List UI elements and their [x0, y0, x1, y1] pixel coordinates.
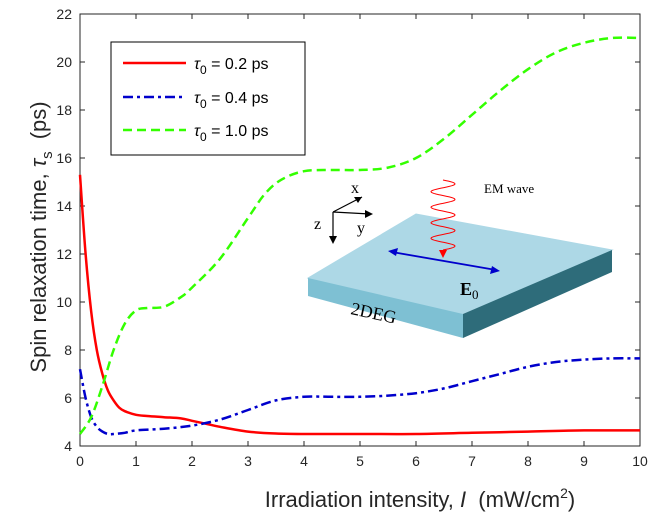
legend-label-3: τ0 = 1.0 ps [194, 123, 269, 144]
y-arrowhead-icon [365, 210, 373, 218]
x-arrowhead-icon [354, 197, 362, 203]
x-tick-label: 1 [132, 453, 140, 469]
y-tick-label: 18 [56, 102, 72, 118]
slab-side-face [463, 250, 612, 338]
y-tick-label: 12 [56, 246, 72, 262]
x-tick-label: 10 [632, 453, 648, 469]
slab-front-face [308, 278, 463, 338]
field-arrow [391, 251, 497, 271]
x-tick-label: 5 [356, 453, 364, 469]
y-tick-label: 8 [64, 342, 72, 358]
x-tick-label: 7 [468, 453, 476, 469]
wave-label: EM wave [484, 181, 534, 196]
series-line-1 [78, 174, 641, 436]
legend-label-1: τ0 = 0.2 ps [194, 56, 269, 77]
x-tick-label: 0 [76, 453, 84, 469]
x-tick-label: 6 [412, 453, 420, 469]
legend-label-2: τ0 = 0.4 ps [194, 90, 269, 111]
field-arrowhead-right-icon [490, 266, 500, 274]
x-tick-label: 8 [524, 453, 532, 469]
y-tick-label: 10 [56, 294, 72, 310]
series-layer [78, 36, 641, 436]
wave-arrowhead-icon [439, 250, 447, 258]
legend-item-2: τ0 = 0.4 ps [123, 90, 269, 111]
axis-x-label: x [351, 180, 359, 197]
x-tick-label: 4 [300, 453, 308, 469]
em-wave [430, 179, 456, 251]
z-arrowhead-icon [329, 236, 337, 244]
y-tick-label: 22 [56, 6, 72, 22]
legend-box [110, 41, 306, 156]
axis-y-label: y [357, 220, 365, 237]
field-label: E0 [460, 279, 479, 302]
inset-schematic: 2DEG x y z EM wave E0 [306, 179, 614, 338]
y-axis-arrow [332, 211, 371, 215]
series-line-2 [78, 357, 641, 436]
y-tick-label: 16 [56, 150, 72, 166]
series-line-3 [78, 36, 641, 435]
x-tick-label: 2 [188, 453, 196, 469]
x-axis-title: Irradiation intensity, I (mW/cm2) [265, 485, 576, 512]
y-tick-label: 20 [56, 54, 72, 70]
legend: τ0 = 0.2 ps τ0 = 0.4 ps τ0 = 1.0 ps [110, 41, 306, 156]
axis-z-label: z [314, 216, 321, 233]
x-tick-label: 9 [580, 453, 588, 469]
y-tick-label: 14 [56, 198, 72, 214]
y-axis-title: Spin relaxation time, τs (ps) [26, 101, 57, 372]
legend-item-1: τ0 = 0.2 ps [123, 56, 269, 77]
y-tick-label: 4 [64, 438, 72, 454]
coordinate-axes: x y z [314, 180, 373, 244]
field-arrowhead-left-icon [388, 248, 398, 256]
y-tick-label: 6 [64, 390, 72, 406]
x-tick-label: 3 [244, 453, 252, 469]
legend-item-3: τ0 = 1.0 ps [123, 123, 269, 144]
